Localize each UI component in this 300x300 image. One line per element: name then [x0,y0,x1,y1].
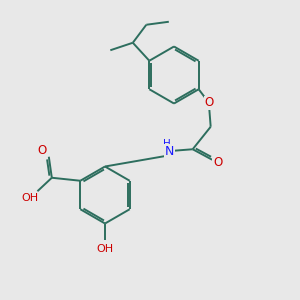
Text: N: N [165,145,174,158]
Text: OH: OH [22,193,39,203]
Text: H: H [163,139,171,149]
Text: O: O [213,156,222,169]
Text: O: O [205,96,214,109]
Text: OH: OH [96,244,114,254]
Text: O: O [38,144,47,157]
